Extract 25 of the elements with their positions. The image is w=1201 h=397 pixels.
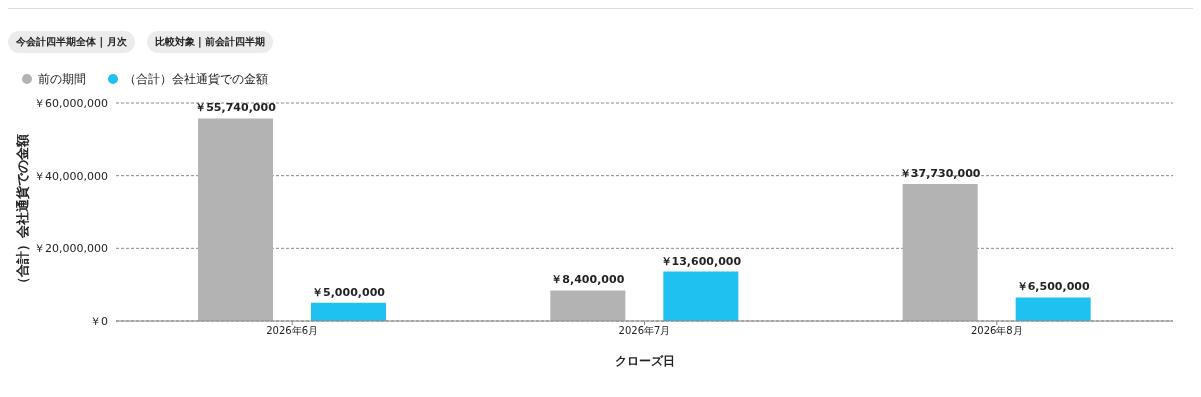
y-tick-label: ￥60,000,000 [34, 96, 108, 110]
bar [550, 290, 626, 321]
y-tick-label: ￥0 [90, 314, 108, 328]
bar [311, 302, 386, 321]
y-tick-label: ￥40,000,000 [34, 169, 108, 183]
x-tick-label: 2026年7月 [618, 325, 671, 337]
y-tick-label: ￥20,000,000 [34, 242, 108, 256]
x-tick-label: 2026年8月 [970, 325, 1023, 337]
data-label: ￥8,400,000 [551, 273, 625, 287]
data-label: ￥55,740,000 [195, 101, 277, 115]
bar [902, 183, 978, 321]
x-axis-title: クローズ日 [614, 354, 675, 368]
bar [663, 271, 739, 321]
data-label: ￥6,500,000 [1016, 280, 1090, 294]
y-axis-title: （合計）会社通貨での金額 [14, 134, 30, 290]
legend-label: （合計）会社通貨での金額 [124, 70, 268, 88]
legend-label: 前の期間 [38, 70, 86, 88]
data-label: ￥37,730,000 [899, 166, 981, 180]
bar [1015, 297, 1091, 321]
data-label: ￥13,600,000 [660, 254, 742, 268]
data-label: ￥5,000,000 [312, 285, 386, 299]
x-tick-label: 2026年6月 [266, 325, 319, 337]
bar [198, 118, 273, 321]
text: 今会計四半期全体 | 月次 [8, 31, 135, 53]
text: 比較対象 | 前会計四半期 [146, 31, 274, 53]
